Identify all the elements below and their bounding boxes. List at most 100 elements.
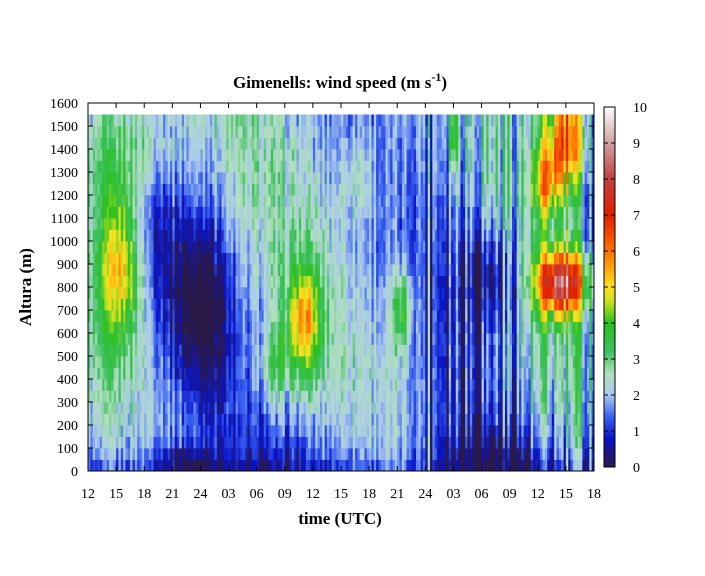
heatmap-cell (336, 172, 340, 184)
heatmap-cell (399, 137, 403, 150)
heatmap-cell (244, 356, 248, 368)
heatmap-cell (341, 333, 344, 345)
heatmap-cell (301, 459, 304, 472)
heatmap-cell (380, 114, 384, 127)
heatmap-cell (397, 321, 400, 334)
heatmap-cell (99, 402, 103, 414)
heatmap-cell (254, 149, 258, 161)
heatmap-cell (268, 367, 272, 380)
heatmap-cell (399, 264, 403, 276)
heatmap-cell (179, 241, 183, 253)
heatmap-cell (298, 390, 302, 403)
heatmap-cell (249, 344, 253, 357)
heatmap-cell (425, 264, 429, 276)
heatmap-cell (357, 356, 361, 368)
heatmap-cell (343, 275, 347, 288)
heatmap-cell (95, 367, 98, 380)
heatmap-cell (251, 356, 255, 368)
heatmap-cell (174, 183, 178, 196)
heatmap-cell (408, 459, 412, 472)
heatmap-cell (451, 126, 454, 138)
heatmap-cell (169, 390, 173, 403)
heatmap-cell (326, 379, 330, 391)
heatmap-cell (275, 425, 279, 437)
heatmap-cell (247, 275, 251, 288)
heatmap-cell (373, 264, 377, 276)
heatmap-cell (310, 333, 314, 345)
heatmap-cell (289, 436, 293, 449)
heatmap-cell (144, 298, 147, 311)
heatmap-cell (385, 218, 389, 230)
heatmap-cell (95, 149, 98, 161)
heatmap-cell (399, 310, 403, 322)
heatmap-cell (280, 264, 283, 276)
heatmap-cell (202, 137, 206, 150)
heatmap-cell (209, 183, 213, 196)
heatmap-cell (165, 459, 169, 472)
heatmap-cell (219, 379, 222, 391)
heatmap-cell (355, 229, 358, 242)
heatmap-cell (303, 379, 307, 391)
heatmap-cell (111, 333, 115, 345)
heatmap-cell (202, 114, 206, 127)
heatmap-cell (446, 137, 450, 150)
heatmap-cell (97, 206, 101, 219)
heatmap-cell (223, 241, 227, 253)
heatmap-cell (202, 390, 206, 403)
heatmap-cell (451, 275, 454, 288)
heatmap-cell (237, 436, 241, 449)
heatmap-cell (106, 390, 110, 403)
heatmap-cell (169, 413, 173, 426)
heatmap-cell (99, 287, 103, 299)
heatmap-cell (146, 137, 150, 150)
heatmap-cell (326, 218, 330, 230)
heatmap-cell (439, 218, 443, 230)
heatmap-cell (90, 172, 94, 184)
heatmap-cell (186, 195, 190, 207)
heatmap-cell (120, 333, 124, 345)
heatmap-cell (141, 183, 145, 196)
heatmap-cell (460, 264, 464, 276)
heatmap-cell (291, 229, 295, 242)
heatmap-cell (322, 229, 325, 242)
heatmap-cell (451, 459, 454, 472)
heatmap-cell (177, 149, 180, 161)
heatmap-cell (109, 379, 112, 391)
heatmap-cell (151, 218, 154, 230)
heatmap-cell (282, 172, 286, 184)
heatmap-cell (383, 367, 386, 380)
heatmap-cell (326, 252, 330, 265)
heatmap-cell (186, 172, 190, 184)
heatmap-cell (333, 275, 337, 288)
heatmap-cell (247, 436, 251, 449)
heatmap-cell (430, 137, 433, 150)
heatmap-cell (343, 425, 347, 437)
heatmap-cell (273, 287, 276, 299)
heatmap-cell (458, 149, 461, 161)
heatmap-cell (226, 252, 229, 265)
heatmap-cell (207, 195, 211, 207)
heatmap-cell (298, 114, 302, 127)
heatmap-cell (296, 264, 300, 276)
heatmap-cell (162, 402, 166, 414)
heatmap-cell (127, 448, 131, 460)
heatmap-cell (406, 195, 410, 207)
heatmap-cell (244, 448, 248, 460)
heatmap-cell (97, 149, 101, 161)
heatmap-cell (186, 287, 190, 299)
heatmap-cell (177, 310, 180, 322)
heatmap-cell (97, 436, 101, 449)
heatmap-cell (167, 229, 171, 242)
heatmap-cell (408, 229, 412, 242)
heatmap-cell (184, 390, 187, 403)
heatmap-cell (113, 448, 117, 460)
heatmap-cell (387, 160, 391, 173)
heatmap-cell (322, 183, 325, 196)
heatmap-cell (162, 172, 166, 184)
heatmap-cell (111, 298, 115, 311)
heatmap-cell (411, 114, 415, 127)
heatmap-cell (348, 356, 351, 368)
heatmap-cell (305, 114, 309, 127)
heatmap-cell (247, 252, 251, 265)
heatmap-cell (298, 149, 302, 161)
